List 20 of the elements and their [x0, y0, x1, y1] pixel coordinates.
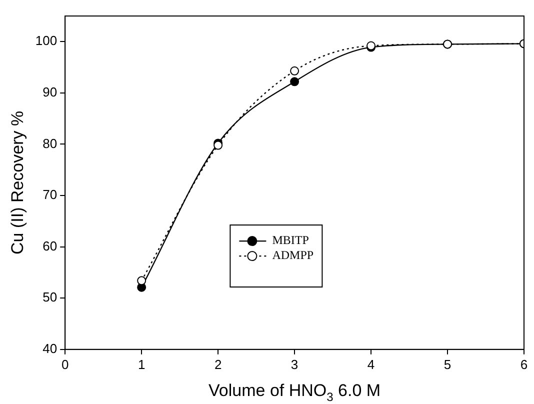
legend-label: MBITP: [272, 233, 310, 248]
x-tick-label: 2: [214, 356, 222, 372]
x-tick-label: 5: [444, 356, 452, 372]
x-tick-label: 0: [61, 356, 69, 372]
y-tick-label: 100: [35, 33, 58, 48]
y-tick-label: 50: [42, 290, 58, 305]
x-tick-label: 4: [367, 356, 375, 372]
point: [137, 276, 146, 286]
y-tick-label: 70: [42, 187, 58, 202]
x-tick-label: 3: [290, 356, 298, 372]
point: [290, 77, 300, 86]
y-tick-label: 40: [42, 340, 58, 356]
y-tick-label: 60: [42, 238, 58, 254]
y-tick-label: 80: [42, 136, 58, 151]
point: [290, 66, 300, 76]
x-tick-label: 1: [138, 356, 146, 372]
y-tick-label: 90: [42, 84, 58, 100]
x-tick-label: 6: [520, 356, 528, 372]
y-axis-title: Cu (II) Recovery %: [8, 110, 27, 254]
legend-label: ADMPP: [272, 248, 314, 262]
